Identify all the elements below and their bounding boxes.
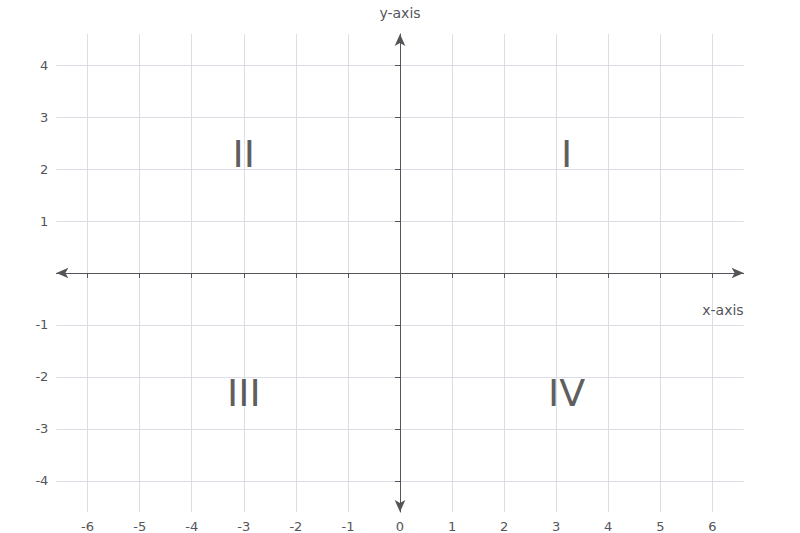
svg-text:6: 6 — [708, 519, 716, 533]
svg-text:3: 3 — [40, 110, 48, 125]
svg-text:y-axis: y-axis — [379, 5, 420, 21]
svg-text:3: 3 — [552, 519, 560, 533]
svg-text:-5: -5 — [133, 519, 146, 533]
svg-text:-4: -4 — [35, 473, 48, 488]
svg-text:-4: -4 — [185, 519, 198, 533]
svg-text:-2: -2 — [35, 369, 48, 384]
svg-text:-2: -2 — [289, 519, 302, 533]
svg-text:-1: -1 — [341, 519, 354, 533]
svg-text:-3: -3 — [237, 519, 250, 533]
svg-text:-1: -1 — [35, 317, 48, 332]
svg-text:II: II — [233, 132, 255, 176]
svg-text:I: I — [561, 132, 572, 176]
svg-text:1: 1 — [40, 214, 48, 229]
svg-text:4: 4 — [40, 58, 48, 73]
svg-text:-6: -6 — [81, 519, 94, 533]
svg-text:0: 0 — [396, 519, 404, 533]
svg-text:4: 4 — [604, 519, 612, 533]
svg-text:1: 1 — [448, 519, 456, 533]
svg-text:5: 5 — [656, 519, 664, 533]
svg-text:IV: IV — [548, 371, 585, 415]
svg-text:2: 2 — [500, 519, 508, 533]
svg-text:-3: -3 — [35, 421, 48, 436]
svg-text:2: 2 — [40, 162, 48, 177]
svg-text:x-axis: x-axis — [702, 302, 743, 318]
svg-text:III: III — [227, 371, 261, 415]
